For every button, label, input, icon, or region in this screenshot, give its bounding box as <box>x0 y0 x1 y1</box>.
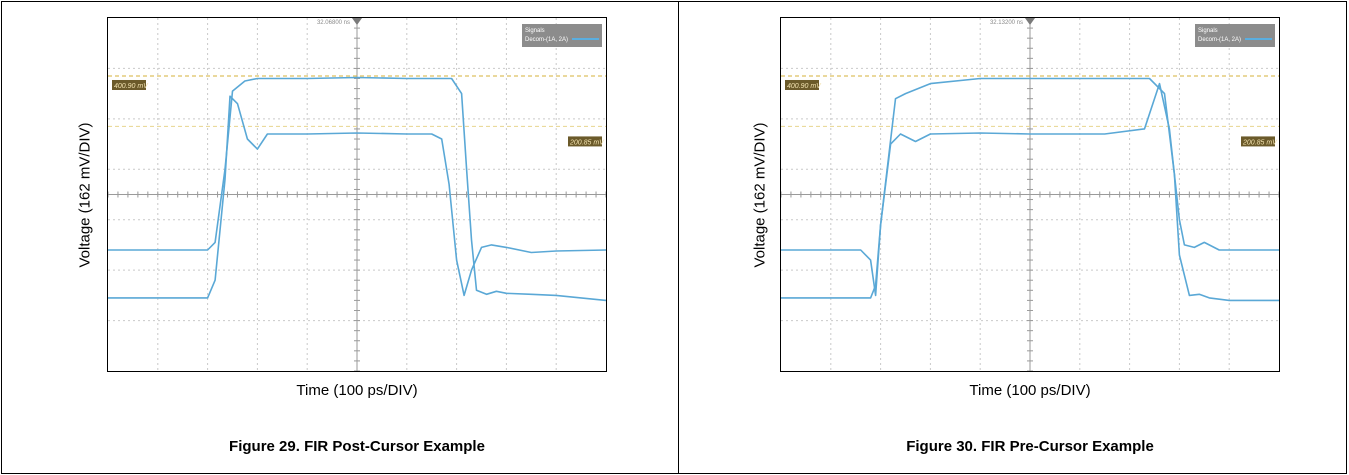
figure-29-panel: Voltage (162 mV/DIV) 400.90 mV 200.85 mV 3… <box>76 17 607 455</box>
y-axis-label: Voltage (162 mV/DIV) <box>751 122 769 268</box>
trigger-label: 32.13200 ns <box>990 20 1023 26</box>
figure-30-panel: Voltage (162 mV/DIV) 400.90 mV 200.85 mV 3… <box>675 0 1349 475</box>
waveform-chart: 400.90 mV 200.85 mV 32.06800 ns Signals Deco… <box>108 18 606 371</box>
figure-caption: Figure 30. FIR Pre-Cursor Example <box>906 438 1154 455</box>
trigger-label: 32.06800 ns <box>317 20 350 26</box>
legend-entry: Decom-(1A, 2A) <box>525 37 568 43</box>
trigger-marker <box>1025 18 1035 25</box>
waveform-series-2 <box>781 82 1279 299</box>
legend-title: Signals <box>525 28 545 34</box>
waveform-chart: 400.90 mV 200.85 mV 32.13200 ns Signals Deco… <box>781 18 1279 371</box>
cursor-label-box <box>785 79 819 90</box>
legend-box <box>1195 24 1275 47</box>
trigger-marker <box>352 18 362 25</box>
cursor-label: 400.90 mV <box>114 83 149 90</box>
cursor-label: 200.85 mV <box>1242 139 1278 146</box>
panel-divider <box>678 1 679 474</box>
cursor-label-box <box>112 79 146 90</box>
x-axis-label: Time (100 ps/DIV) <box>969 382 1091 399</box>
y-axis-label: Voltage (162 mV/DIV) <box>76 122 94 268</box>
cursor-label: 200.85 mV <box>569 139 605 146</box>
waveform-series-2 <box>108 95 606 299</box>
cursor-label: 400.90 mV <box>787 83 822 90</box>
legend-box <box>522 24 602 47</box>
legend-title: Signals <box>1198 28 1218 34</box>
figure-caption: Figure 29. FIR Post-Cursor Example <box>229 438 485 455</box>
legend-entry: Decom-(1A, 2A) <box>1198 37 1241 43</box>
oscilloscope-plot: 400.90 mV 200.85 mV 32.13200 ns Signals Deco… <box>780 17 1280 372</box>
cursor-label-box <box>1241 136 1275 147</box>
grid <box>108 18 606 371</box>
x-axis-label: Time (100 ps/DIV) <box>296 382 418 399</box>
cursor-label-box <box>568 136 602 147</box>
oscilloscope-plot: 400.90 mV 200.85 mV 32.06800 ns Signals Deco… <box>107 17 607 372</box>
grid <box>781 18 1279 371</box>
